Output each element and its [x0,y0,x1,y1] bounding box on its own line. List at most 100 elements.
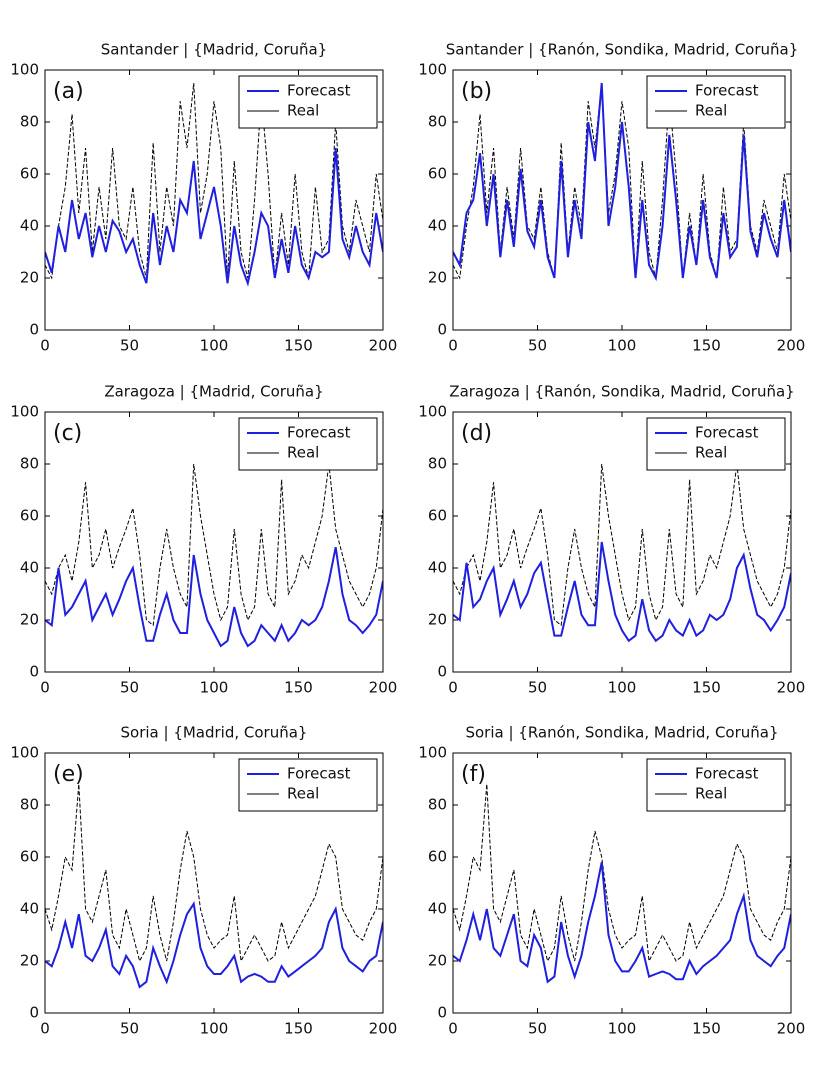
series-line [453,82,791,282]
series-line [45,463,383,627]
x-tick-label: 200 [369,337,398,355]
y-tick-label: 80 [428,113,447,131]
series-line [453,784,791,963]
series-line [45,547,383,648]
legend-label: Real [287,444,319,462]
panel-label: (b) [461,79,492,104]
y-tick-label: 80 [20,113,39,131]
y-tick-label: 60 [20,165,39,183]
x-tick-label: 100 [200,679,229,697]
x-tick-label: 150 [284,1020,313,1038]
x-tick-label: 100 [200,1020,229,1038]
panel-label: (c) [53,421,82,446]
y-tick-label: 60 [428,507,447,525]
series-line [45,147,383,287]
series-line [45,82,383,280]
legend-box [238,417,378,471]
y-tick-label: 60 [20,507,39,525]
x-tick-label: 150 [284,679,313,697]
x-tick-label: 0 [40,679,50,697]
y-tick-label: 40 [20,217,39,235]
x-tick-label: 150 [284,337,313,355]
x-tick-label: 200 [777,337,806,355]
y-tick-label: 40 [428,900,447,918]
x-tick-label: 100 [608,679,637,697]
y-tick-label: 80 [20,796,39,814]
legend-box [238,75,378,129]
y-tick-label: 20 [20,952,39,970]
y-tick-label: 20 [20,611,39,629]
legend-label: Real [695,785,727,803]
x-tick-label: 0 [40,337,50,355]
y-tick-label: 80 [428,455,447,473]
y-tick-label: 40 [20,900,39,918]
series-line [453,82,791,280]
subplot-title: Santander | {Madrid, Coruña} [101,41,327,59]
frame [452,411,792,673]
legend-box [646,417,786,471]
frame [452,752,792,1014]
x-tick-label: 150 [692,679,721,697]
series-line [45,784,383,963]
y-tick-label: 100 [10,744,39,762]
y-tick-label: 0 [437,321,447,339]
legend-label: Real [695,444,727,462]
legend-box [646,75,786,129]
series-line [453,862,791,984]
x-tick-label: 50 [120,337,139,355]
frame [44,411,384,673]
x-tick-label: 0 [448,1020,458,1038]
subplot-title: Soria | {Ranón, Sondika, Madrid, Coruña} [465,724,778,742]
series-line [45,901,383,989]
y-tick-label: 0 [437,663,447,681]
y-tick-label: 0 [437,1004,447,1022]
y-tick-label: 0 [29,1004,39,1022]
y-tick-label: 0 [29,321,39,339]
y-tick-label: 20 [20,269,39,287]
x-tick-label: 50 [120,679,139,697]
legend-box [238,758,378,812]
panel-label: (e) [53,762,84,787]
y-tick-label: 100 [418,744,447,762]
x-tick-label: 200 [369,679,398,697]
x-tick-label: 50 [120,1020,139,1038]
x-tick-label: 50 [528,1020,547,1038]
y-tick-label: 20 [428,611,447,629]
subplot-title: Zaragoza | {Ranón, Sondika, Madrid, Coru… [449,383,794,401]
x-tick-label: 150 [692,337,721,355]
frame [44,752,384,1014]
x-tick-label: 200 [777,679,806,697]
x-tick-label: 100 [200,337,229,355]
x-tick-label: 0 [448,337,458,355]
subplot-title: Soria | {Madrid, Coruña} [121,724,308,742]
subplot-title: Santander | {Ranón, Sondika, Madrid, Cor… [446,41,799,59]
y-tick-label: 80 [20,455,39,473]
x-tick-label: 0 [40,1020,50,1038]
legend-label: Forecast [287,82,351,100]
legend-label: Forecast [287,424,351,442]
y-tick-label: 20 [428,269,447,287]
y-tick-label: 0 [29,663,39,681]
legend-label: Forecast [695,765,759,783]
series-line [453,463,791,627]
subplot-title: Zaragoza | {Madrid, Coruña} [104,383,323,401]
frame [44,69,384,331]
legend-label: Real [287,785,319,803]
y-tick-label: 100 [418,61,447,79]
series-line [453,541,791,643]
y-tick-label: 80 [428,796,447,814]
y-tick-label: 40 [20,559,39,577]
x-tick-label: 200 [369,1020,398,1038]
x-tick-label: 200 [777,1020,806,1038]
x-tick-label: 100 [608,1020,637,1038]
x-tick-label: 100 [608,337,637,355]
legend-label: Real [695,102,727,120]
y-tick-label: 100 [10,403,39,421]
legend-label: Forecast [695,82,759,100]
y-tick-label: 100 [418,403,447,421]
frame [452,69,792,331]
legend-label: Forecast [287,765,351,783]
legend-box [646,758,786,812]
